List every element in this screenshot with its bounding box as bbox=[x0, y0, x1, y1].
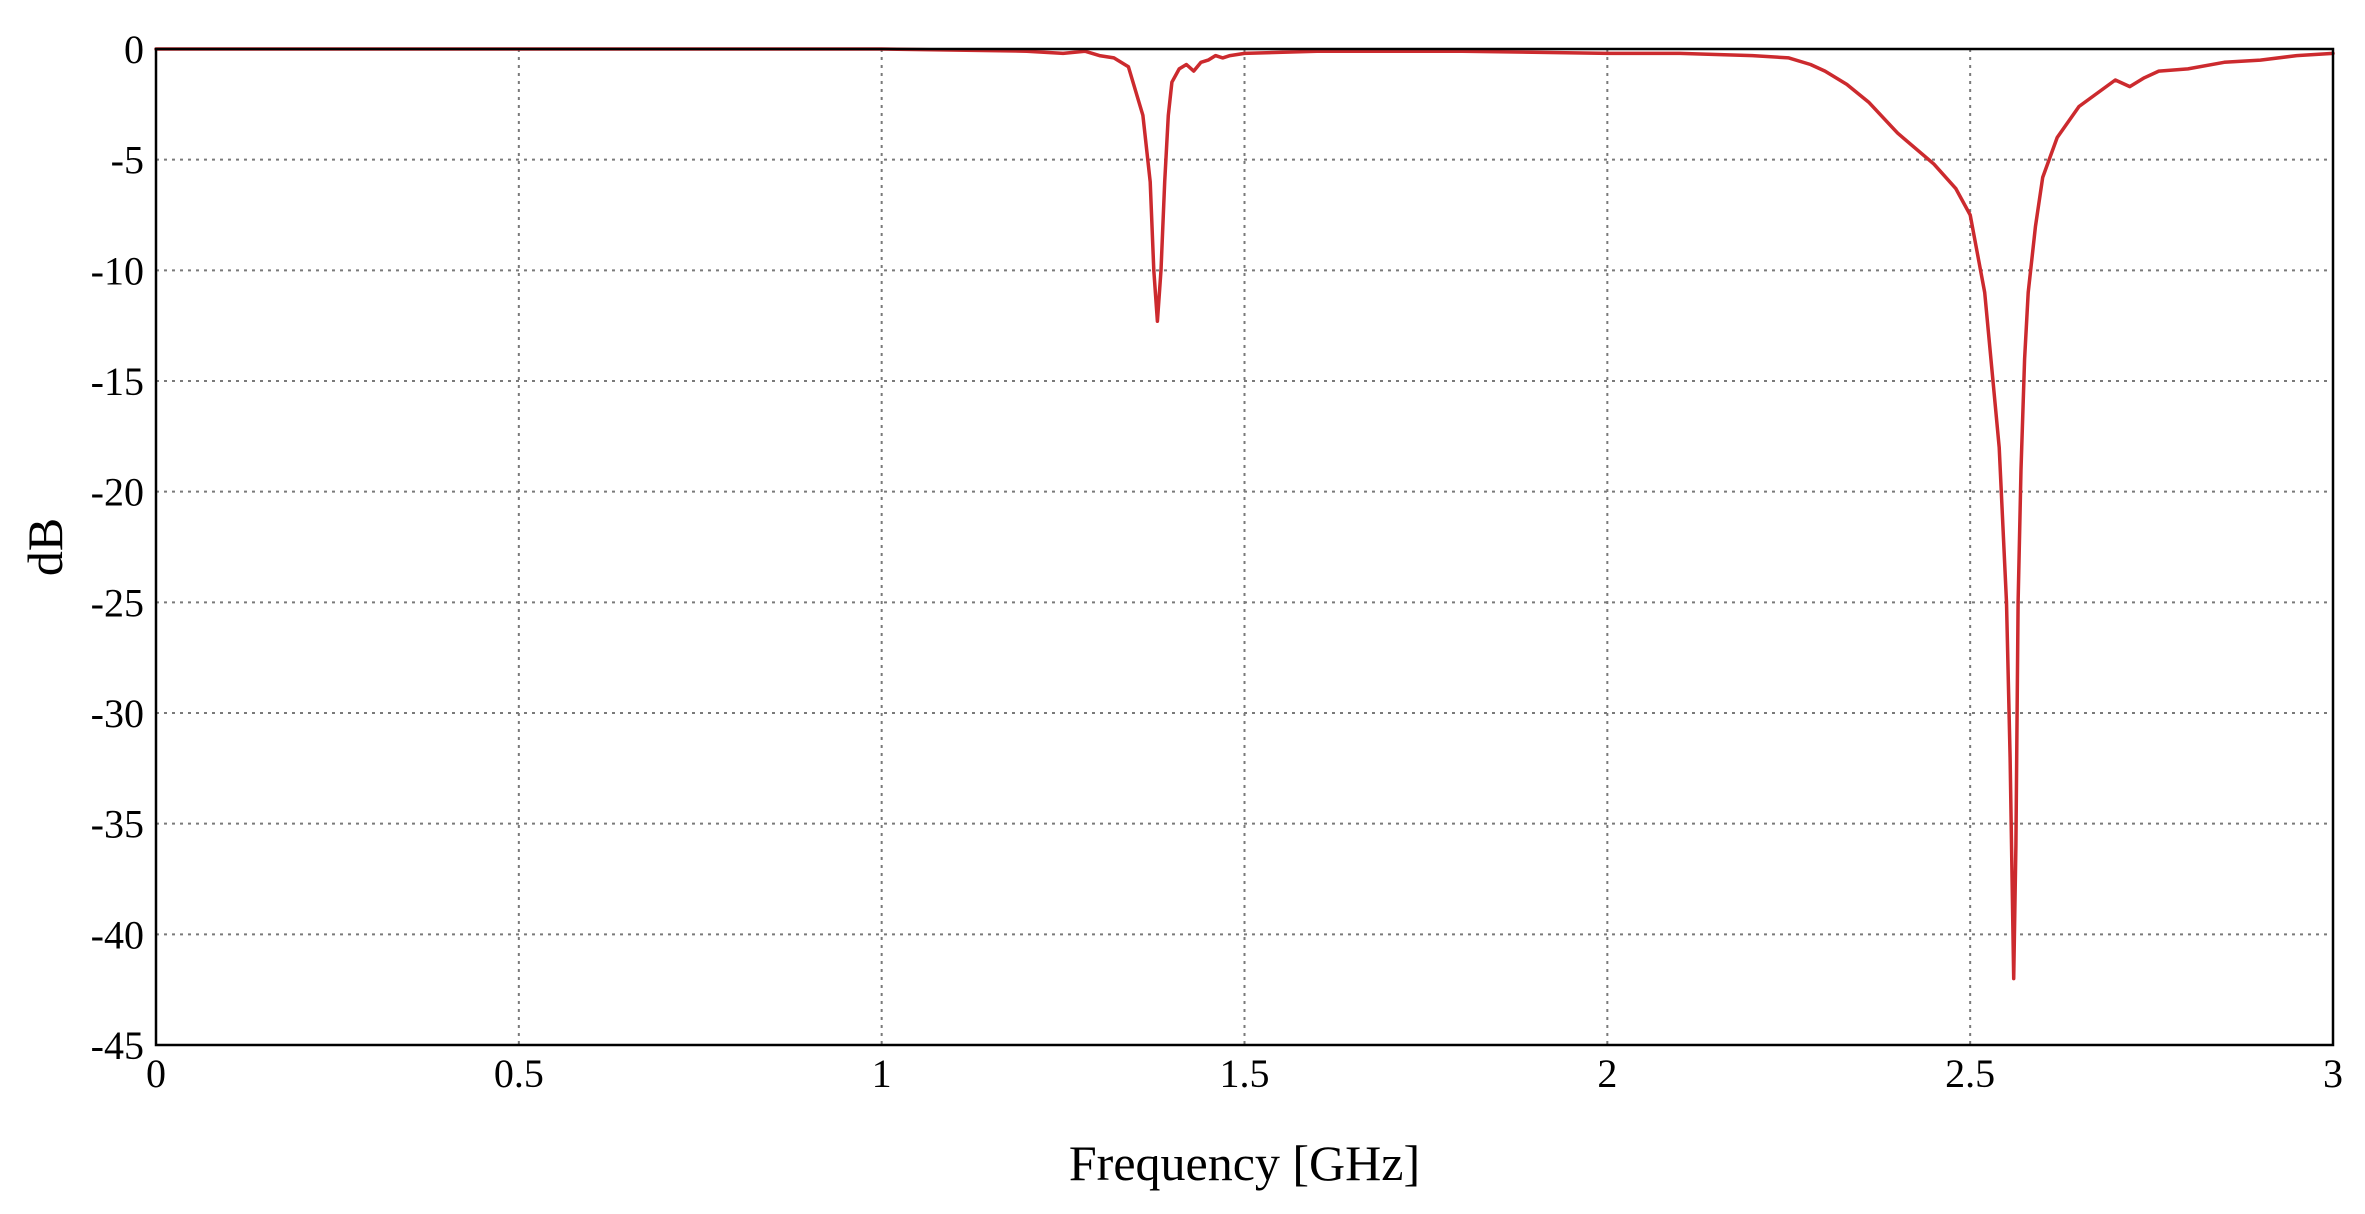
plot-frame bbox=[154, 47, 2335, 1047]
series-layer bbox=[154, 47, 2335, 981]
x-tick-label: 1 bbox=[872, 1051, 892, 1096]
y-axis-title: dB bbox=[17, 518, 73, 576]
y-tick-label: 0 bbox=[124, 27, 144, 72]
x-tick-label: 0.5 bbox=[494, 1051, 544, 1096]
x-tick-labels: 0 0.5 1 1.5 2 2.5 3 bbox=[146, 1051, 2343, 1096]
x-tick-label: 3 bbox=[2323, 1051, 2343, 1096]
x-tick-label: 2.5 bbox=[1945, 1051, 1995, 1096]
y-tick-label: -40 bbox=[91, 912, 144, 957]
y-tick-labels: 0 -5 -10 -15 -20 -25 -30 -35 -40 -45 bbox=[91, 27, 144, 1068]
x-tick-label: 0 bbox=[146, 1051, 166, 1096]
y-tick-label: -20 bbox=[91, 470, 144, 515]
y-tick-label: -10 bbox=[91, 248, 144, 293]
y-tick-label: -15 bbox=[91, 359, 144, 404]
series-line bbox=[154, 47, 2335, 981]
grid-layer bbox=[156, 49, 2333, 1045]
y-tick-label: -5 bbox=[111, 138, 144, 183]
y-tick-label: -30 bbox=[91, 691, 144, 736]
y-tick-label: -35 bbox=[91, 802, 144, 847]
y-tick-label: -25 bbox=[91, 580, 144, 625]
x-tick-label: 1.5 bbox=[1220, 1051, 1270, 1096]
x-axis-title: Frequency [GHz] bbox=[1069, 1135, 1420, 1191]
y-tick-label: -45 bbox=[91, 1023, 144, 1068]
x-tick-label: 2 bbox=[1597, 1051, 1617, 1096]
